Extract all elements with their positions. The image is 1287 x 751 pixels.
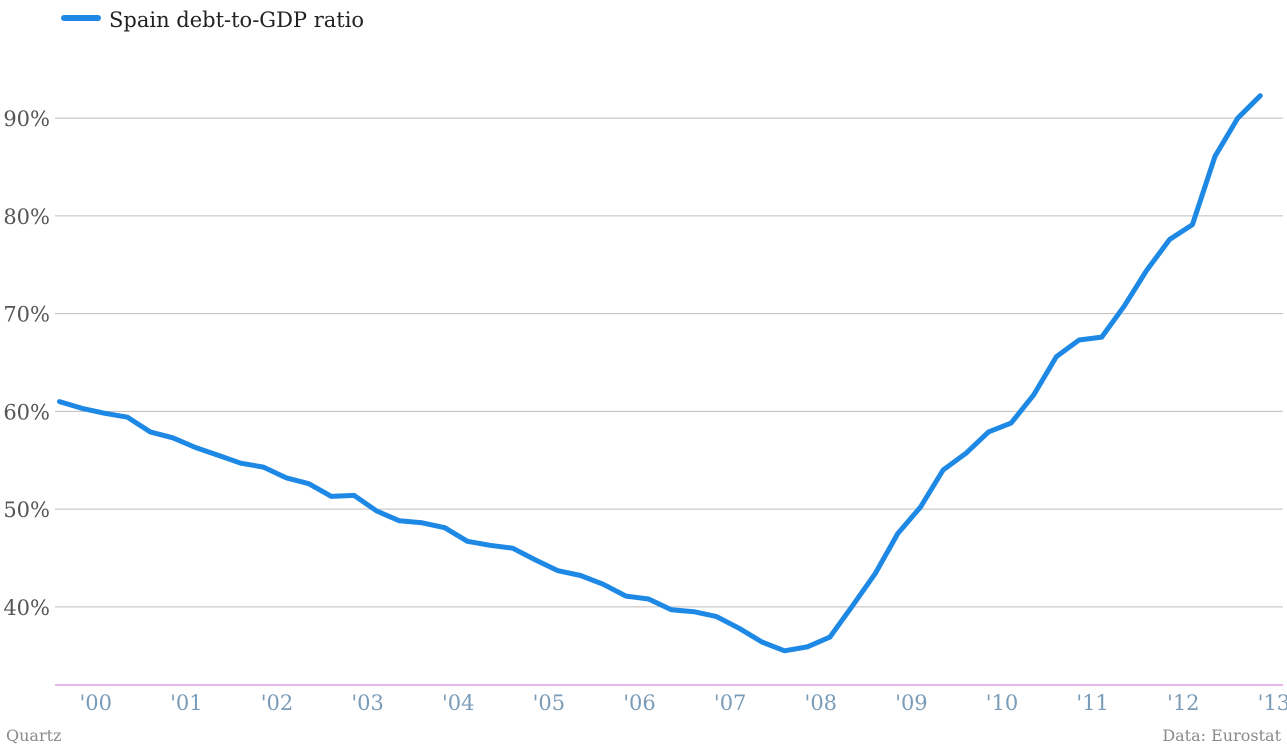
series-line: [57, 93, 1263, 654]
x-tick-label: '10: [986, 691, 1019, 715]
x-tick-label: '07: [714, 691, 747, 715]
x-tick-label: '03: [351, 691, 384, 715]
x-tick-label: '02: [261, 691, 294, 715]
x-tick-label: '09: [895, 691, 928, 715]
x-tick-label: '00: [80, 691, 113, 715]
footer-source-brand: Quartz: [6, 726, 62, 745]
x-tick-label: '05: [533, 691, 566, 715]
gridlines: [55, 117, 1283, 608]
y-axis-ticks: 40% 50% 60% 70% 80% 90%: [3, 107, 50, 620]
x-tick-label: '13: [1258, 691, 1287, 715]
x-tick-label: '11: [1076, 691, 1109, 715]
footer-data-source: Data: Eurostat: [1162, 726, 1281, 745]
x-tick-label: '08: [805, 691, 838, 715]
y-tick-label: 40%: [3, 596, 50, 620]
y-tick-label: 90%: [3, 107, 50, 131]
y-tick-label: 70%: [3, 303, 50, 327]
x-tick-label: '06: [623, 691, 656, 715]
y-tick-label: 50%: [3, 498, 50, 522]
y-tick-label: 80%: [3, 205, 50, 229]
x-tick-label: '12: [1167, 691, 1200, 715]
legend: Spain debt-to-GDP ratio: [61, 8, 364, 32]
x-tick-label: '04: [442, 691, 475, 715]
y-tick-label: 60%: [3, 400, 50, 424]
legend-label: Spain debt-to-GDP ratio: [109, 8, 364, 32]
x-tick-label: '01: [170, 691, 203, 715]
x-axis-ticks: '00 '01 '02 '03 '04 '05 '06 '07 '08 '09 '10 '11 '12 '…: [80, 691, 1287, 715]
